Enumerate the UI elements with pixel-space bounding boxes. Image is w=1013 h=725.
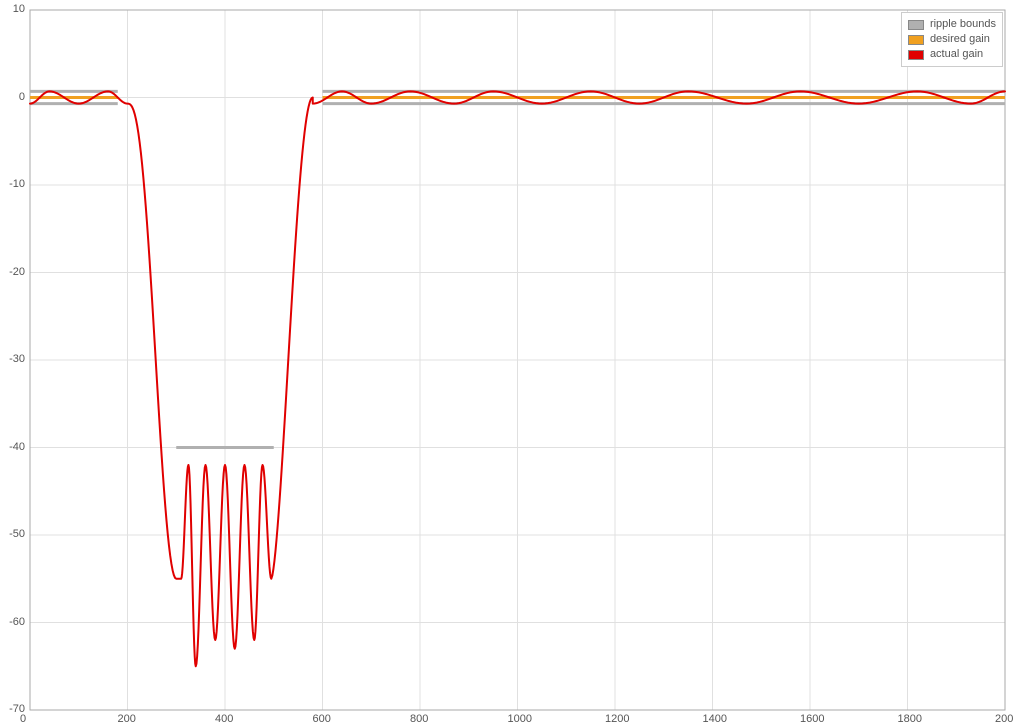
x-tick-label: 1200 <box>605 713 629 725</box>
y-tick-label: -10 <box>9 178 25 190</box>
y-tick-label: -40 <box>9 441 25 453</box>
y-tick-label: -70 <box>9 703 25 715</box>
x-tick-label: 1800 <box>898 713 922 725</box>
y-tick-label: -20 <box>9 266 25 278</box>
x-tick-label: 800 <box>410 713 428 725</box>
legend-swatch <box>908 20 924 30</box>
chart-container: 0 200 400 600 800 1000 1200 1400 1600 1800 2000 -70… <box>0 0 1013 725</box>
legend-swatch <box>908 50 924 60</box>
legend-label: ripple bounds <box>930 17 996 32</box>
legend-label: desired gain <box>930 32 990 47</box>
legend-label: actual gain <box>930 47 983 62</box>
filter-response-chart <box>0 0 1013 725</box>
x-tick-label: 1000 <box>508 713 532 725</box>
x-tick-label: 600 <box>313 713 331 725</box>
x-tick-label: 2000 <box>995 713 1013 725</box>
legend-item: desired gain <box>908 32 996 47</box>
y-tick-label: -60 <box>9 616 25 628</box>
x-tick-label: 1600 <box>800 713 824 725</box>
x-tick-label: 400 <box>215 713 233 725</box>
y-tick-label: 10 <box>13 3 25 15</box>
y-tick-label: -30 <box>9 353 25 365</box>
legend-item: actual gain <box>908 47 996 62</box>
y-tick-label: -50 <box>9 528 25 540</box>
legend-item: ripple bounds <box>908 17 996 32</box>
chart-legend: ripple boundsdesired gainactual gain <box>901 12 1003 67</box>
x-tick-label: 1400 <box>703 713 727 725</box>
y-tick-label: 0 <box>19 91 25 103</box>
x-tick-label: 200 <box>118 713 136 725</box>
legend-swatch <box>908 35 924 45</box>
